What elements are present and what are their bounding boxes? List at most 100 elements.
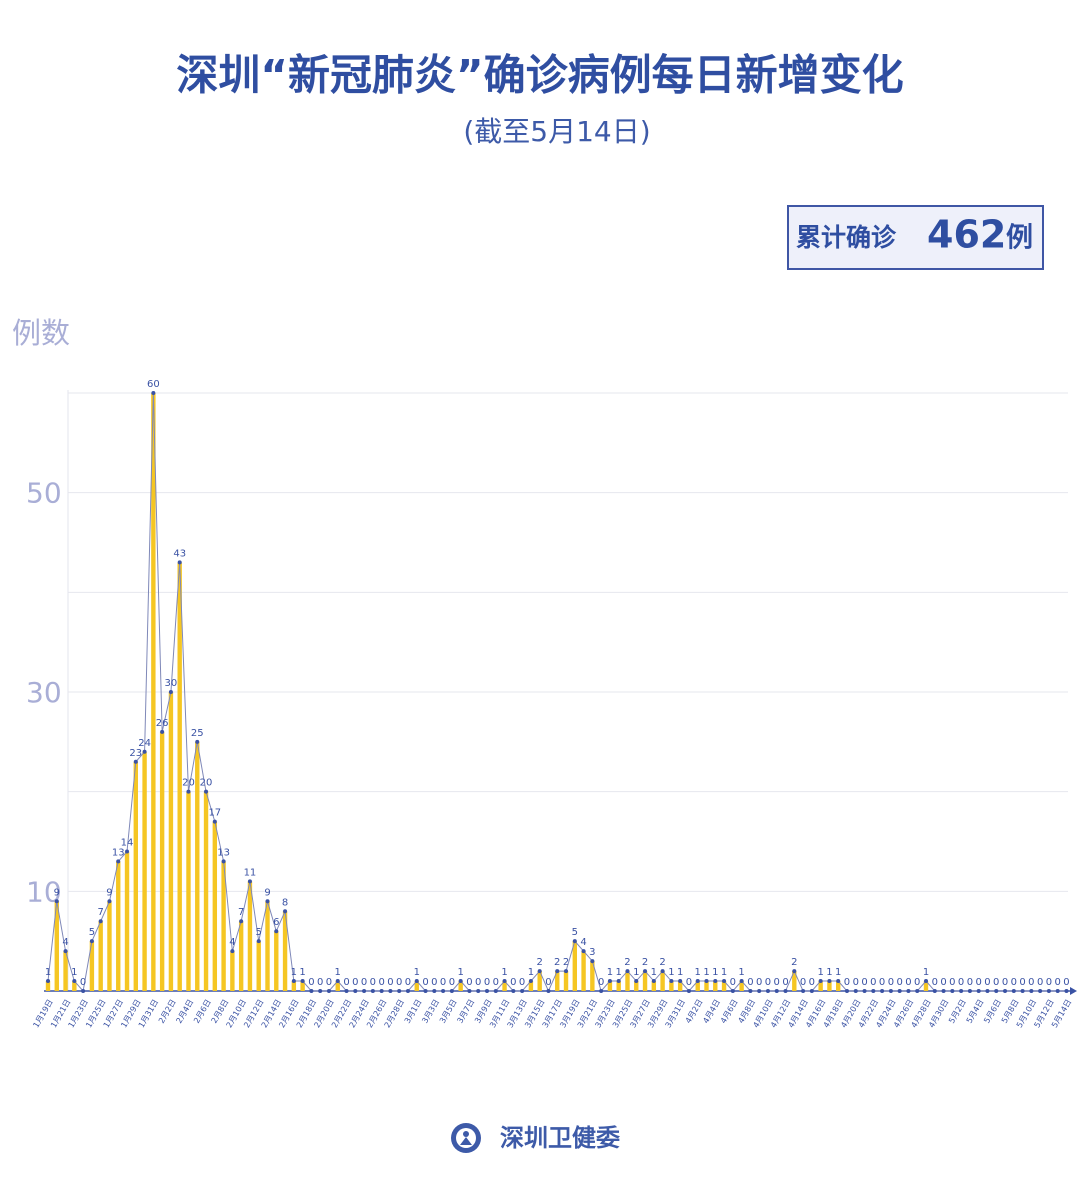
data-label: 0 xyxy=(80,977,86,988)
data-label: 1 xyxy=(703,967,709,978)
data-label: 0 xyxy=(809,977,815,988)
bar xyxy=(563,971,569,991)
data-label: 1 xyxy=(335,967,341,978)
bar xyxy=(186,791,191,991)
data-label: 1 xyxy=(695,967,701,978)
data-label: 1 xyxy=(607,967,613,978)
data-label: 14 xyxy=(121,837,134,848)
bar xyxy=(124,851,130,991)
bar xyxy=(54,901,59,991)
data-label: 1 xyxy=(71,967,77,978)
bar xyxy=(590,961,595,991)
point xyxy=(862,989,867,993)
data-label: 0 xyxy=(475,977,481,988)
data-label: 3 xyxy=(589,947,595,958)
point xyxy=(160,729,165,734)
bar xyxy=(713,981,718,991)
total-box xyxy=(787,205,1044,270)
data-label: 2 xyxy=(554,957,560,968)
point xyxy=(274,929,279,934)
bar xyxy=(142,751,147,991)
point xyxy=(643,969,648,974)
data-label: 1 xyxy=(291,967,297,978)
bar xyxy=(704,981,709,991)
bar xyxy=(642,971,648,991)
data-label: 5 xyxy=(256,927,262,938)
data-label: 0 xyxy=(422,977,428,988)
point xyxy=(493,989,498,993)
bar xyxy=(660,971,665,991)
point xyxy=(871,989,876,993)
data-label: 7 xyxy=(97,907,103,918)
data-label: 0 xyxy=(940,977,946,988)
point xyxy=(414,979,419,984)
point xyxy=(1046,989,1051,993)
data-label: 0 xyxy=(782,977,788,988)
point xyxy=(660,969,665,974)
point xyxy=(827,979,832,984)
data-label: 9 xyxy=(264,887,270,898)
point xyxy=(555,969,560,974)
data-label: 9 xyxy=(54,887,60,898)
bar xyxy=(98,921,103,991)
data-label: 0 xyxy=(958,977,964,988)
point xyxy=(599,989,604,993)
point xyxy=(616,979,621,984)
data-label: 0 xyxy=(1019,977,1025,988)
data-label: 1 xyxy=(616,967,622,978)
point xyxy=(880,989,885,993)
point xyxy=(713,979,718,984)
data-label: 0 xyxy=(914,977,920,988)
data-label: 0 xyxy=(484,977,490,988)
point xyxy=(318,989,323,993)
data-label: 0 xyxy=(730,977,736,988)
bar xyxy=(458,981,463,991)
data-label: 0 xyxy=(405,977,411,988)
data-label: 0 xyxy=(853,977,859,988)
bar xyxy=(247,881,253,991)
data-label: 43 xyxy=(173,548,186,559)
data-label: 0 xyxy=(967,977,973,988)
data-label: 20 xyxy=(200,778,213,789)
data-label: 0 xyxy=(352,977,358,988)
data-label: 4 xyxy=(580,937,586,948)
point xyxy=(581,949,586,954)
data-label: 0 xyxy=(370,977,376,988)
bar xyxy=(72,981,77,991)
data-label: 0 xyxy=(975,977,981,988)
data-label: 60 xyxy=(147,379,160,390)
point xyxy=(651,979,656,984)
point xyxy=(370,989,375,993)
bar xyxy=(634,981,639,991)
data-label: 2 xyxy=(536,957,542,968)
point xyxy=(1020,989,1025,993)
data-label: 1 xyxy=(457,967,463,978)
data-label: 0 xyxy=(861,977,867,988)
point xyxy=(976,989,981,993)
point xyxy=(1055,989,1060,993)
data-label: 0 xyxy=(466,977,472,988)
y-tick-label: 30 xyxy=(26,676,62,709)
point xyxy=(625,969,630,974)
data-label: 0 xyxy=(510,977,516,988)
data-label: 20 xyxy=(182,778,195,789)
data-label: 0 xyxy=(888,977,894,988)
point xyxy=(388,989,393,993)
data-label: 0 xyxy=(984,977,990,988)
total-suffix: 例 xyxy=(1006,223,1033,254)
point xyxy=(177,560,182,565)
point xyxy=(344,989,349,993)
point xyxy=(888,989,893,993)
point xyxy=(757,989,762,993)
point xyxy=(54,899,59,904)
point xyxy=(98,919,103,924)
bar xyxy=(133,761,138,991)
data-label: 2 xyxy=(563,957,569,968)
subtitle: (截至5月14日) xyxy=(463,115,650,148)
point xyxy=(950,989,955,993)
data-label: 0 xyxy=(1055,977,1061,988)
point xyxy=(678,979,683,984)
point xyxy=(476,989,481,993)
point xyxy=(432,989,437,993)
data-label: 1 xyxy=(299,967,305,978)
